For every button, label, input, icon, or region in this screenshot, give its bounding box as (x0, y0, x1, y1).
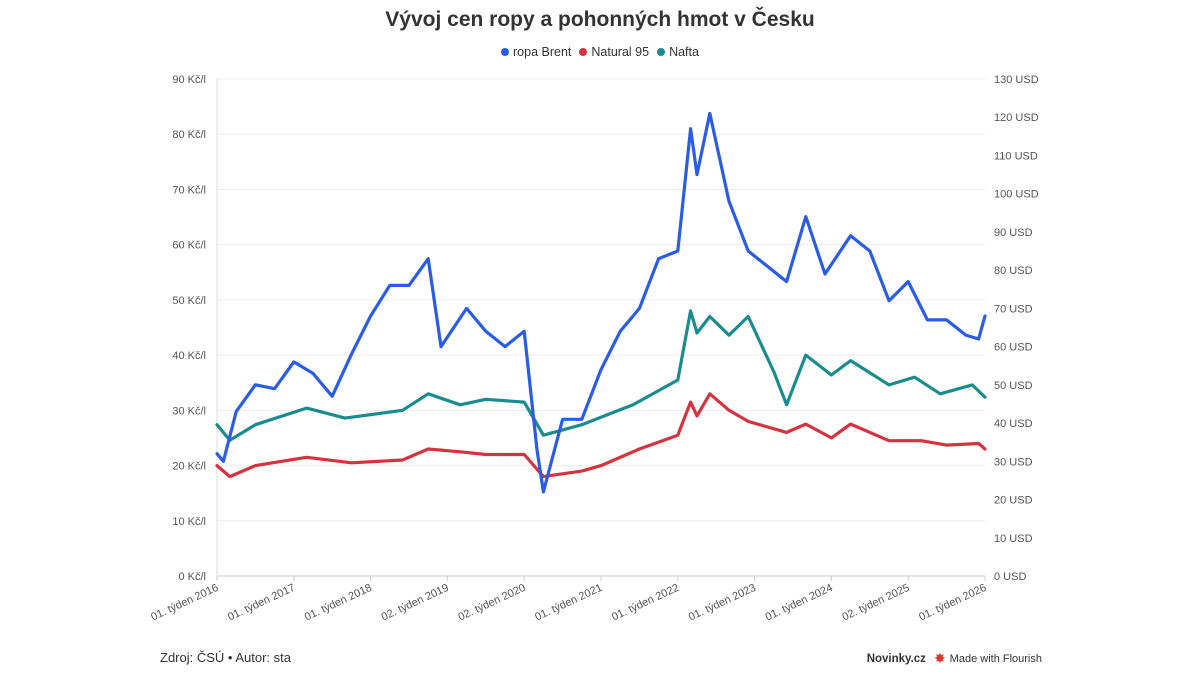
legend-item[interactable]: Natural 95 (579, 45, 649, 59)
x-tick-label: 01. týden 2017 (226, 582, 297, 624)
y-left-tick-label: 80 Kč/l (172, 129, 206, 141)
y-right-tick-label: 20 USD (994, 495, 1033, 507)
y-right-tick-label: 60 USD (994, 342, 1033, 354)
y-right-tick-label: 0 USD (994, 571, 1026, 583)
x-tick-label: 02. týden 2019 (380, 582, 451, 624)
flourish-icon: ✸ (933, 650, 946, 666)
legend-label: Natural 95 (591, 45, 650, 59)
x-tick-label: 01. týden 2022 (610, 582, 681, 624)
y-right-tick-label: 30 USD (994, 456, 1033, 468)
y-right-tick-label: 110 USD (994, 150, 1038, 162)
x-tick-label: 01. týden 2024 (764, 582, 835, 624)
y-left-tick-label: 10 Kč/l (172, 516, 206, 528)
x-tick-label: 01. týden 2023 (687, 582, 758, 624)
series-line-nafta (215, 309, 987, 442)
x-tick-label: 01. týden 2021 (533, 582, 604, 624)
y-left-tick-label: 60 Kč/l (172, 240, 206, 252)
source-credit: Zdroj: ČSÚ • Autor: sta (160, 650, 291, 665)
y-left-tick-label: 0 Kč/l (178, 571, 206, 583)
legend-dot-icon (501, 48, 510, 56)
y-left-tick-label: 30 Kč/l (172, 405, 206, 417)
x-tick-label: 01. týden 2026 (917, 582, 988, 624)
x-tick-label: 01. týden 2016 (149, 582, 220, 624)
x-tick-label: 02. týden 2025 (840, 582, 911, 624)
y-left-tick-label: 70 Kč/l (172, 184, 206, 196)
y-left-tick-label: 40 Kč/l (172, 350, 206, 362)
y-right-tick-label: 10 USD (994, 533, 1033, 545)
series-line-ropa-brent (215, 111, 987, 494)
legend-label: ropa Brent (513, 45, 572, 59)
y-left-tick-label: 20 Kč/l (172, 461, 206, 473)
series-line-natural-95 (215, 392, 987, 479)
y-right-tick-label: 120 USD (994, 112, 1039, 124)
y-left-tick-label: 90 Kč/l (172, 74, 206, 86)
y-right-tick-label: 90 USD (994, 227, 1033, 239)
legend-item[interactable]: ropa Brent (501, 45, 571, 59)
footer-brand: Novinky.cz ✸ Made with Flourish (867, 650, 1042, 667)
y-right-tick-label: 70 USD (994, 303, 1033, 315)
y-left-tick-label: 50 Kč/l (172, 295, 206, 307)
chart-title: Vývoj cen ropy a pohonných hmot v Česku (385, 8, 815, 31)
y-right-tick-label: 50 USD (994, 380, 1033, 392)
legend-dot-icon (657, 48, 666, 56)
legend-item[interactable]: Nafta (657, 45, 699, 59)
y-right-tick-label: 80 USD (994, 265, 1033, 277)
legend: ropa Brent Natural 95 Nafta (0, 45, 1200, 59)
y-right-tick-label: 100 USD (994, 189, 1039, 201)
brand-logo[interactable]: Novinky.cz (866, 652, 926, 665)
legend-dot-icon (579, 48, 588, 56)
y-right-tick-label: 130 USD (994, 74, 1039, 86)
flourish-link[interactable]: Made with Flourish (949, 652, 1042, 665)
y-right-tick-label: 40 USD (994, 418, 1033, 430)
legend-label: Nafta (669, 45, 699, 59)
x-tick-label: 01. týden 2018 (303, 582, 374, 624)
x-tick-label: 02. týden 2020 (456, 582, 527, 624)
